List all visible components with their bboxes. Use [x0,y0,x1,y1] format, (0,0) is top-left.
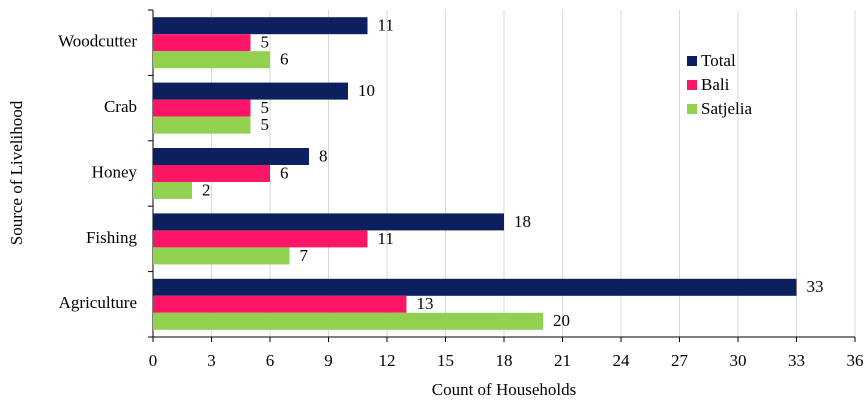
bar [153,295,407,313]
value-label: 18 [514,212,531,231]
y-axis-title: Source of Livelihood [7,100,26,245]
x-tick-label: 30 [730,351,747,370]
x-tick-label: 18 [496,351,513,370]
x-tick-label: 27 [671,351,689,370]
bar [153,99,251,117]
bar [153,312,543,330]
value-label: 11 [378,16,394,35]
bar [153,82,348,100]
value-label: 33 [807,277,824,296]
value-label: 7 [300,246,309,265]
bar [153,165,270,182]
bar [153,51,270,69]
value-label: 5 [261,33,270,52]
x-tick-label: 6 [266,351,275,370]
bar [153,116,251,134]
value-label: 5 [261,98,270,117]
x-axis-title: Count of Households [432,380,577,399]
x-tick-label: 12 [379,351,396,370]
value-label: 13 [417,294,434,313]
x-tick-label: 21 [554,351,571,370]
bar [153,230,368,248]
y-tick-label: Honey [92,162,138,181]
value-label: 2 [202,180,211,199]
bar [153,17,368,35]
x-tick-label: 15 [437,351,454,370]
bar [153,34,251,52]
y-tick-label: Agriculture [59,293,137,312]
value-label: 10 [358,81,375,100]
y-tick-label: Woodcutter [58,32,137,51]
x-tick-label: 3 [207,351,216,370]
value-label: 20 [553,311,570,330]
legend-swatch [687,56,697,66]
value-label: 11 [378,229,394,248]
value-label: 6 [280,50,289,69]
legend-label: Bali [701,75,730,94]
legend-swatch [687,80,697,90]
x-tick-label: 0 [149,351,158,370]
bar [153,278,797,296]
value-label: 5 [261,115,270,134]
x-tick-label: 24 [613,351,631,370]
value-label: 6 [280,163,289,182]
legend-label: Total [701,51,736,70]
bar [153,148,309,165]
bar [153,247,290,265]
x-tick-label: 36 [847,351,864,370]
x-tick-label: 33 [788,351,805,370]
y-tick-label: Fishing [86,228,138,247]
y-tick-label: Crab [104,97,137,116]
value-label: 8 [319,146,328,165]
x-tick-label: 9 [324,351,333,370]
legend-label: Satjelia [701,99,752,118]
bar [153,213,504,231]
bar [153,182,192,199]
legend-swatch [687,104,697,114]
